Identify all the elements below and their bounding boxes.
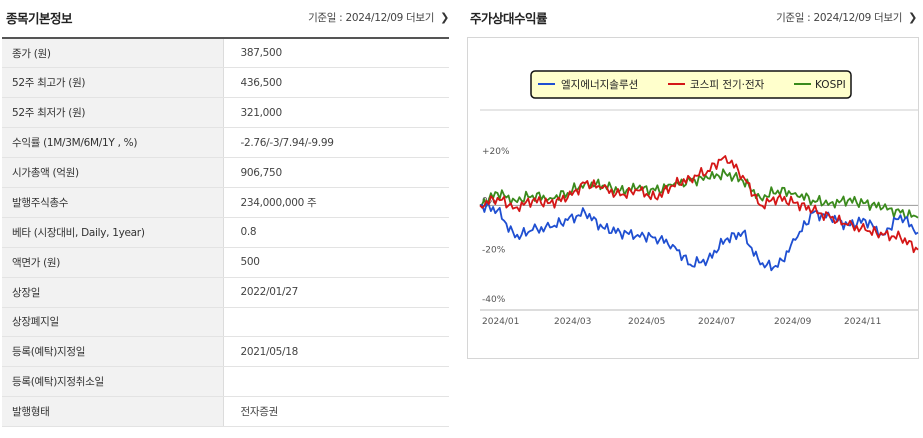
relative-return-header: 주가상대수익률 기준일 : 2024/12/09 더보기 ❯ bbox=[470, 2, 917, 32]
table-row: 수익률 (1M/3M/6M/1Y , %) -2.76/-3/7.94/-9.99 bbox=[2, 127, 449, 159]
y-tick-label: -20% bbox=[482, 246, 506, 256]
relative-return-base-date-group: 기준일 : 2024/12/09 더보기 ❯ bbox=[776, 10, 917, 25]
relative-return-more-link[interactable]: 더보기 bbox=[873, 11, 903, 24]
y-tick-label: -40% bbox=[482, 295, 506, 305]
table-row: 등록(예탁)지정일 2021/05/18 bbox=[2, 336, 449, 368]
legend-label: 코스피 전기·전자 bbox=[690, 79, 765, 91]
row-label: 상장일 bbox=[2, 277, 224, 308]
table-row: 52주 최고가 (원) 436,500 bbox=[2, 67, 449, 99]
table-row: 베타 (시장대비, Daily, 1year) 0.8 bbox=[2, 217, 449, 248]
x-tick-label: 2024/01 bbox=[482, 317, 519, 327]
basic-info-more-link[interactable]: 더보기 bbox=[405, 11, 435, 24]
table-row: 등록(예탁)지정취소일 bbox=[2, 366, 449, 398]
row-value: 234,000,000 주 bbox=[223, 187, 449, 218]
y-tick-label: +20% bbox=[482, 147, 510, 157]
relative-return-chart: +20% 0% -20% -40% 2024/01 2024/03 2024/05 2024/… bbox=[467, 37, 919, 359]
row-label: 52주 최고가 (원) bbox=[2, 67, 224, 99]
row-value: 321,000 bbox=[223, 97, 449, 129]
row-value bbox=[223, 307, 449, 338]
row-label: 등록(예탁)지정취소일 bbox=[2, 366, 224, 398]
row-value: -2.76/-3/7.94/-9.99 bbox=[223, 127, 449, 159]
series-line-1 bbox=[479, 155, 919, 254]
row-label: 베타 (시장대비, Daily, 1year) bbox=[2, 217, 224, 248]
row-label: 52주 최저가 (원) bbox=[2, 97, 224, 129]
legend-label: KOSPI bbox=[815, 79, 846, 91]
table-row: 발행형태 전자증권 bbox=[2, 396, 449, 428]
series-line-0 bbox=[479, 203, 919, 272]
chevron-right-icon[interactable]: ❯ bbox=[908, 10, 917, 24]
row-value: 0.8 bbox=[223, 217, 449, 248]
x-tick-label: 2024/11 bbox=[844, 317, 881, 327]
table-row: 시가총액 (억원) 906,750 bbox=[2, 157, 449, 188]
relative-return-base-date: 기준일 : 2024/12/09 bbox=[776, 11, 871, 24]
basic-info-title: 종목기본정보 bbox=[6, 10, 73, 26]
basic-info-header: 종목기본정보 기준일 : 2024/12/09 더보기 ❯ bbox=[6, 2, 449, 32]
row-value: 387,500 bbox=[223, 38, 449, 69]
basic-info-base-date: 기준일 : 2024/12/09 bbox=[308, 11, 403, 24]
basic-info-table-body: 종가 (원) 387,500 52주 최고가 (원) 436,500 52주 최저가 (… bbox=[2, 38, 449, 428]
row-label: 시가총액 (억원) bbox=[2, 157, 224, 188]
row-label: 종가 (원) bbox=[2, 38, 224, 69]
row-value: 436,500 bbox=[223, 67, 449, 99]
table-row: 상장일 2022/01/27 bbox=[2, 277, 449, 308]
row-value: 500 bbox=[223, 247, 449, 278]
basic-info-base-date-group: 기준일 : 2024/12/09 더보기 ❯ bbox=[308, 10, 449, 25]
chevron-right-icon[interactable]: ❯ bbox=[440, 10, 449, 24]
legend-label: 엘지에너지솔루션 bbox=[561, 78, 638, 91]
relative-return-title: 주가상대수익률 bbox=[470, 10, 548, 26]
table-row: 발행주식총수 234,000,000 주 bbox=[2, 187, 449, 218]
x-tick-label: 2024/03 bbox=[554, 317, 591, 327]
series-line-2 bbox=[479, 168, 919, 219]
table-row: 상장폐지일 bbox=[2, 307, 449, 338]
row-label: 액면가 (원) bbox=[2, 247, 224, 278]
row-label: 발행주식총수 bbox=[2, 187, 224, 218]
relative-return-chart-svg: +20%0%-20%-40%2024/01 2024/03 2024/05 2024/… bbox=[479, 70, 919, 327]
row-label: 상장폐지일 bbox=[2, 307, 224, 338]
row-label: 발행형태 bbox=[2, 396, 224, 428]
table-row: 액면가 (원) 500 bbox=[2, 247, 449, 278]
row-value: 2021/05/18 bbox=[223, 336, 449, 368]
row-value bbox=[223, 366, 449, 398]
x-tick-label: 2024/09 bbox=[774, 317, 812, 327]
x-tick-label: 2024/07 bbox=[698, 317, 735, 327]
row-label: 수익률 (1M/3M/6M/1Y , %) bbox=[2, 127, 224, 159]
chart-legend bbox=[530, 70, 852, 99]
table-row: 종가 (원) 387,500 bbox=[2, 38, 449, 69]
row-value: 2022/01/27 bbox=[223, 277, 449, 308]
row-label: 등록(예탁)지정일 bbox=[2, 336, 224, 368]
row-value: 906,750 bbox=[223, 157, 449, 188]
row-value: 전자증권 bbox=[223, 396, 449, 428]
table-row: 52주 최저가 (원) 321,000 bbox=[2, 97, 449, 129]
basic-info-table: 종가 (원) 387,500 52주 최고가 (원) 436,500 52주 최저가 (… bbox=[2, 37, 449, 428]
x-tick-label: 2024/05 bbox=[628, 317, 665, 327]
